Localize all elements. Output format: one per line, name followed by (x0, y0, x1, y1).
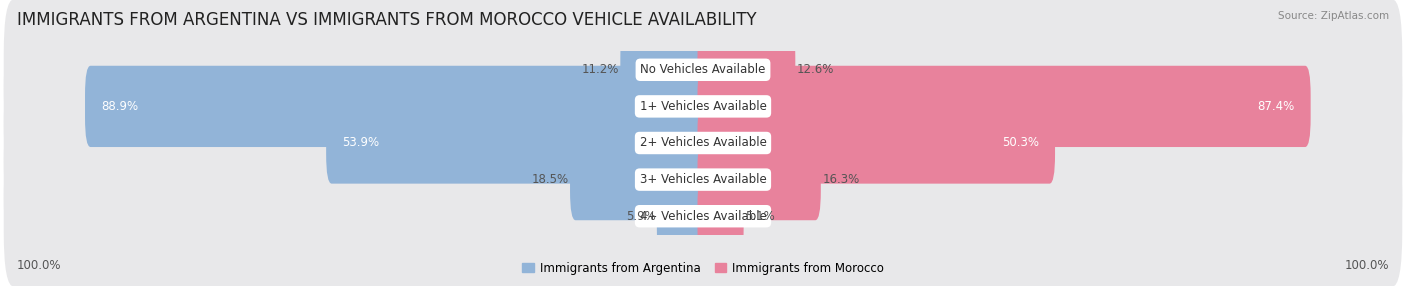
FancyBboxPatch shape (697, 176, 744, 257)
FancyBboxPatch shape (84, 66, 709, 147)
FancyBboxPatch shape (326, 102, 709, 184)
FancyBboxPatch shape (697, 29, 796, 110)
Text: No Vehicles Available: No Vehicles Available (640, 63, 766, 76)
Text: 100.0%: 100.0% (1344, 259, 1389, 272)
FancyBboxPatch shape (4, 109, 1402, 250)
Text: 2+ Vehicles Available: 2+ Vehicles Available (640, 136, 766, 150)
Text: 18.5%: 18.5% (531, 173, 568, 186)
Text: 1+ Vehicles Available: 1+ Vehicles Available (640, 100, 766, 113)
Legend: Immigrants from Argentina, Immigrants from Morocco: Immigrants from Argentina, Immigrants fr… (520, 259, 886, 277)
FancyBboxPatch shape (697, 102, 1054, 184)
Text: 53.9%: 53.9% (342, 136, 380, 150)
FancyBboxPatch shape (4, 0, 1402, 140)
Text: 87.4%: 87.4% (1257, 100, 1295, 113)
FancyBboxPatch shape (569, 139, 709, 220)
Text: 5.9%: 5.9% (626, 210, 655, 223)
FancyBboxPatch shape (4, 72, 1402, 214)
FancyBboxPatch shape (697, 139, 821, 220)
Text: 88.9%: 88.9% (101, 100, 138, 113)
FancyBboxPatch shape (4, 36, 1402, 177)
Text: 4+ Vehicles Available: 4+ Vehicles Available (640, 210, 766, 223)
Text: 3+ Vehicles Available: 3+ Vehicles Available (640, 173, 766, 186)
Text: 5.1%: 5.1% (745, 210, 775, 223)
Text: Source: ZipAtlas.com: Source: ZipAtlas.com (1278, 11, 1389, 21)
FancyBboxPatch shape (697, 66, 1310, 147)
FancyBboxPatch shape (4, 146, 1402, 286)
Text: IMMIGRANTS FROM ARGENTINA VS IMMIGRANTS FROM MOROCCO VEHICLE AVAILABILITY: IMMIGRANTS FROM ARGENTINA VS IMMIGRANTS … (17, 11, 756, 29)
Text: 12.6%: 12.6% (797, 63, 834, 76)
Text: 50.3%: 50.3% (1002, 136, 1039, 150)
Text: 11.2%: 11.2% (582, 63, 619, 76)
Text: 16.3%: 16.3% (823, 173, 859, 186)
Text: 100.0%: 100.0% (17, 259, 62, 272)
FancyBboxPatch shape (657, 176, 709, 257)
FancyBboxPatch shape (620, 29, 709, 110)
